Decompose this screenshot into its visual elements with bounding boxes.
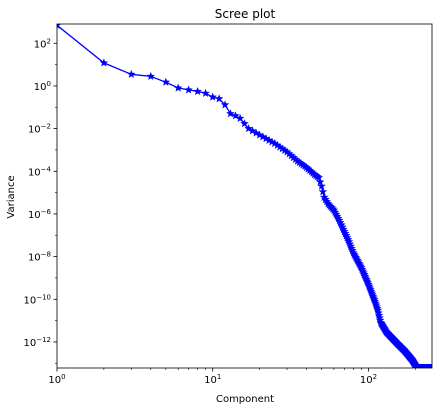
plot-area (56, 23, 433, 369)
data-point-marker (318, 187, 328, 196)
data-point-marker (314, 173, 324, 182)
data-point-marker (201, 88, 210, 98)
data-point-marker (173, 83, 183, 92)
data-point-marker (161, 77, 171, 86)
x-tick-label: 101 (204, 373, 221, 386)
data-point-marker (427, 363, 432, 368)
data-point-marker (251, 128, 261, 137)
data-point-marker (193, 86, 202, 96)
data-point-marker (226, 109, 235, 118)
data-point-marker (99, 58, 109, 67)
data-point-marker (184, 85, 193, 94)
data-point-marker (126, 69, 136, 79)
y-tick-label: 10−6 (28, 208, 52, 221)
data-point-marker (231, 111, 240, 120)
y-tick-label: 100 (34, 80, 51, 93)
x-tick-label: 100 (48, 373, 65, 386)
data-point-marker (57, 24, 62, 29)
data-point-marker (240, 119, 249, 128)
x-axis-label: Component (216, 394, 274, 405)
data-point-marker (244, 124, 253, 133)
data-point-marker (220, 100, 230, 109)
plot-frame (56, 23, 433, 369)
data-point-marker (315, 177, 325, 186)
y-tick-label: 10−10 (23, 293, 51, 306)
data-point-marker (235, 113, 245, 123)
data-point-marker (248, 126, 257, 135)
x-tick-label: 102 (360, 373, 377, 386)
x-axis: 100 101 102 (48, 368, 416, 386)
data-point-marker (208, 92, 218, 101)
y-tick-label: 10−2 (28, 123, 51, 136)
data-point-marker (214, 94, 224, 103)
y-tick-label: 10−12 (23, 336, 51, 349)
y-axis-label: Variance (6, 175, 17, 218)
y-tick-label: 10−4 (28, 165, 52, 178)
chart-title: Scree plot (215, 7, 276, 21)
y-tick-label: 102 (34, 37, 51, 50)
y-axis: 102 100 10−2 10−4 10−6 10−8 10−10 10−12 (23, 37, 57, 364)
data-point-marker (317, 181, 326, 190)
y-tick-label: 10−8 (28, 251, 51, 264)
data-point-marker (146, 71, 156, 81)
series-layer (57, 24, 432, 368)
